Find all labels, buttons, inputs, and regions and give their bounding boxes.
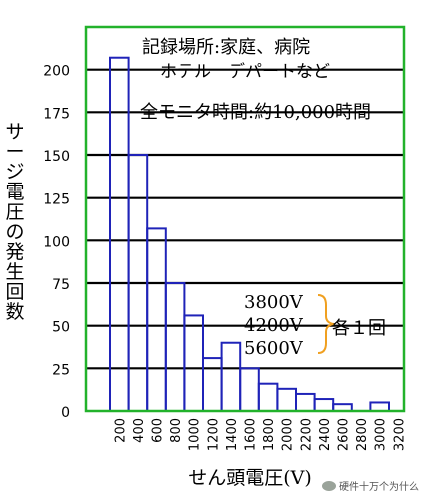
y-tick-label: 50 bbox=[52, 320, 70, 336]
bar-800 bbox=[164, 282, 186, 412]
bar-2000 bbox=[276, 387, 297, 412]
x-tick-label: 3000 bbox=[374, 418, 389, 451]
x-tick-label: 2200 bbox=[299, 418, 314, 451]
bar-1800 bbox=[257, 382, 279, 412]
x-tick-label: 2400 bbox=[318, 418, 333, 451]
x-tick-label: 2600 bbox=[337, 418, 352, 451]
y-axis-label-char: 生 bbox=[5, 261, 25, 283]
x-tick-label: 2000 bbox=[281, 418, 296, 451]
watermark-text: 硬件十万个为什么 bbox=[339, 482, 419, 493]
wechat-icon bbox=[322, 480, 336, 491]
y-tick-label: 175 bbox=[43, 106, 70, 122]
annotation-voltage-3800: 3800V bbox=[244, 292, 303, 313]
y-axis-label-char: ジ bbox=[5, 161, 25, 183]
annotation-brace bbox=[317, 294, 335, 354]
y-tick-label: 25 bbox=[52, 362, 70, 378]
y-axis-label-char: 回 bbox=[5, 281, 25, 303]
y-axis-label-char: 発 bbox=[5, 241, 25, 263]
x-tick-label: 1200 bbox=[206, 418, 221, 451]
annotation-voltage-4200: 4200V bbox=[244, 315, 303, 336]
x-tick-label: 600 bbox=[151, 418, 166, 443]
annotation-location: 記録場所:家庭、病院 bbox=[142, 37, 311, 58]
y-axis-label-char: サ bbox=[5, 121, 25, 143]
x-tick-label: 400 bbox=[132, 418, 147, 443]
annotation-each-once: 各１回 bbox=[332, 318, 386, 339]
bars-layer bbox=[109, 56, 390, 413]
y-axis-label-char: 圧 bbox=[5, 201, 25, 223]
y-tick-labels: 0 25 50 75 100 125 150 175 200 bbox=[43, 64, 70, 421]
bar-3000 bbox=[369, 401, 390, 413]
y-axis-label-char: の bbox=[5, 221, 25, 243]
x-tick-label: 1000 bbox=[188, 418, 203, 451]
x-tick-label: 1800 bbox=[262, 418, 277, 451]
x-tick-label: 800 bbox=[169, 418, 184, 443]
annotation-monitor-time: 全モニタ時間:約10,000時間 bbox=[140, 102, 372, 123]
y-tick-label: 125 bbox=[43, 192, 70, 208]
x-tick-label: 1400 bbox=[225, 418, 240, 451]
y-tick-label: 0 bbox=[61, 405, 70, 421]
annotation-location-2: ホテル デパートなど bbox=[160, 62, 330, 82]
y-axis-label-char: 数 bbox=[5, 301, 25, 323]
x-axis-label: せん頭電圧(V) bbox=[188, 467, 312, 489]
x-tick-labels: 200 400 600 800 1000 1200 1400 1600 1800 2000 2200… bbox=[113, 418, 407, 451]
x-tick-label: 1600 bbox=[244, 418, 259, 451]
bar-200 bbox=[109, 56, 130, 412]
bar-1600 bbox=[239, 367, 260, 413]
bar-2400 bbox=[313, 398, 335, 413]
annotation-voltage-5600: 5600V bbox=[244, 338, 303, 359]
bar-600 bbox=[146, 227, 167, 412]
bar-1000 bbox=[183, 314, 204, 412]
y-tick-label: 150 bbox=[43, 149, 70, 165]
x-tick-label: 2800 bbox=[355, 418, 370, 451]
bar-2200 bbox=[295, 392, 316, 412]
y-tick-label: 200 bbox=[43, 64, 70, 80]
watermark: 硬件十万个为什么 bbox=[322, 478, 419, 493]
y-tick-label: 100 bbox=[43, 234, 70, 250]
plot-frame bbox=[84, 25, 406, 413]
y-axis-label-char: ー bbox=[5, 141, 25, 163]
bar-1400 bbox=[220, 341, 242, 413]
y-axis-label-char: 電 bbox=[5, 181, 25, 203]
y-tick-label: 75 bbox=[52, 277, 70, 293]
x-tick-label: 3200 bbox=[392, 418, 407, 451]
bar-1200 bbox=[202, 357, 223, 412]
x-tick-label: 200 bbox=[113, 418, 128, 443]
